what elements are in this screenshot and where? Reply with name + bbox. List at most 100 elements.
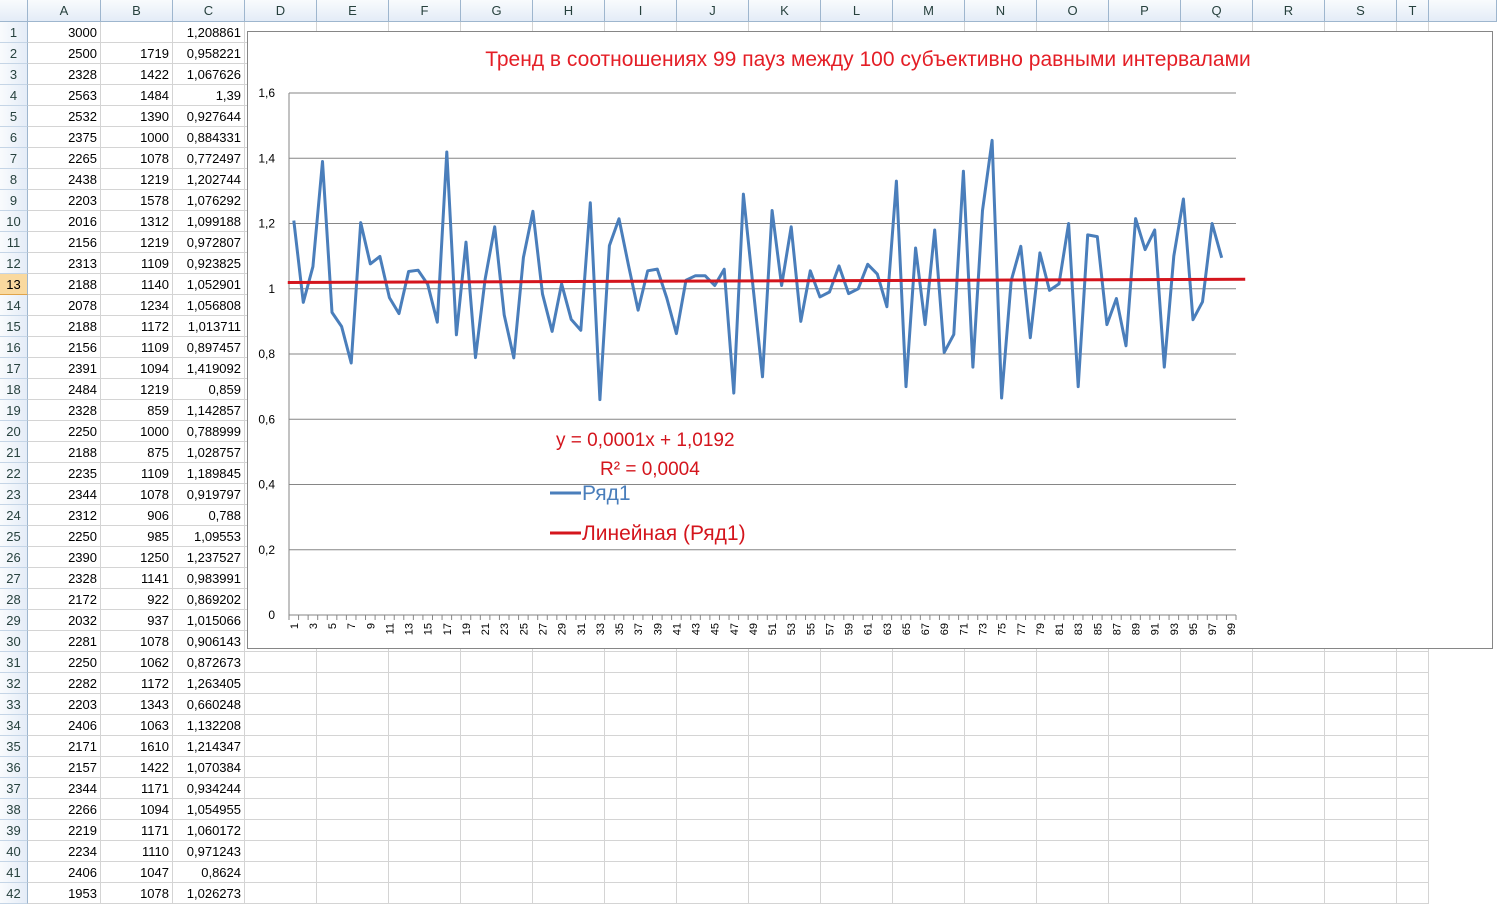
cell-r33[interactable] bbox=[1253, 694, 1325, 715]
cell-a35[interactable]: 2171 bbox=[28, 736, 101, 757]
cell-m37[interactable] bbox=[893, 778, 965, 799]
cell-a5[interactable]: 2532 bbox=[28, 106, 101, 127]
cell-c14[interactable]: 1,056808 bbox=[173, 295, 245, 316]
cell-d31[interactable] bbox=[245, 652, 317, 673]
cell-a12[interactable]: 2313 bbox=[28, 253, 101, 274]
column-header-f[interactable]: F bbox=[389, 0, 461, 22]
cell-b41[interactable]: 1047 bbox=[101, 862, 173, 883]
cell-h40[interactable] bbox=[533, 841, 605, 862]
cell-k33[interactable] bbox=[749, 694, 821, 715]
cell-c16[interactable]: 0,897457 bbox=[173, 337, 245, 358]
row-header[interactable]: 13 bbox=[0, 274, 28, 295]
cell-g31[interactable] bbox=[461, 652, 533, 673]
cell-s42[interactable] bbox=[1325, 883, 1397, 904]
cell-a40[interactable]: 2234 bbox=[28, 841, 101, 862]
row-header[interactable]: 35 bbox=[0, 736, 28, 757]
row-header[interactable]: 20 bbox=[0, 421, 28, 442]
cell-i42[interactable] bbox=[605, 883, 677, 904]
cell-c15[interactable]: 1,013711 bbox=[173, 316, 245, 337]
cell-b12[interactable]: 1109 bbox=[101, 253, 173, 274]
cell-a21[interactable]: 2188 bbox=[28, 442, 101, 463]
cell-m33[interactable] bbox=[893, 694, 965, 715]
cell-a6[interactable]: 2375 bbox=[28, 127, 101, 148]
cell-c33[interactable]: 0,660248 bbox=[173, 694, 245, 715]
cell-b11[interactable]: 1219 bbox=[101, 232, 173, 253]
row-header[interactable]: 39 bbox=[0, 820, 28, 841]
cell-h39[interactable] bbox=[533, 820, 605, 841]
cell-c13[interactable]: 1,052901 bbox=[173, 274, 245, 295]
row-header[interactable]: 4 bbox=[0, 85, 28, 106]
cell-f42[interactable] bbox=[389, 883, 461, 904]
cell-a17[interactable]: 2391 bbox=[28, 358, 101, 379]
cell-a18[interactable]: 2484 bbox=[28, 379, 101, 400]
cell-b6[interactable]: 1000 bbox=[101, 127, 173, 148]
cell-b10[interactable]: 1312 bbox=[101, 211, 173, 232]
cell-k36[interactable] bbox=[749, 757, 821, 778]
cell-t31[interactable] bbox=[1397, 652, 1429, 673]
cell-c34[interactable]: 1,132208 bbox=[173, 715, 245, 736]
cell-b23[interactable]: 1078 bbox=[101, 484, 173, 505]
cell-b2[interactable]: 1719 bbox=[101, 43, 173, 64]
cell-g33[interactable] bbox=[461, 694, 533, 715]
cell-q36[interactable] bbox=[1181, 757, 1253, 778]
cell-a37[interactable]: 2344 bbox=[28, 778, 101, 799]
cell-c12[interactable]: 0,923825 bbox=[173, 253, 245, 274]
cell-f31[interactable] bbox=[389, 652, 461, 673]
cell-s35[interactable] bbox=[1325, 736, 1397, 757]
cell-p42[interactable] bbox=[1109, 883, 1181, 904]
row-header[interactable]: 21 bbox=[0, 442, 28, 463]
cell-c27[interactable]: 0,983991 bbox=[173, 568, 245, 589]
cell-j34[interactable] bbox=[677, 715, 749, 736]
cell-l40[interactable] bbox=[821, 841, 893, 862]
cell-p34[interactable] bbox=[1109, 715, 1181, 736]
cell-d38[interactable] bbox=[245, 799, 317, 820]
cell-l38[interactable] bbox=[821, 799, 893, 820]
cell-a26[interactable]: 2390 bbox=[28, 547, 101, 568]
cell-d36[interactable] bbox=[245, 757, 317, 778]
cell-a15[interactable]: 2188 bbox=[28, 316, 101, 337]
row-header[interactable]: 9 bbox=[0, 190, 28, 211]
cell-t41[interactable] bbox=[1397, 862, 1429, 883]
cell-l31[interactable] bbox=[821, 652, 893, 673]
column-header-r[interactable]: R bbox=[1253, 0, 1325, 22]
row-header[interactable]: 5 bbox=[0, 106, 28, 127]
cell-g36[interactable] bbox=[461, 757, 533, 778]
cell-j32[interactable] bbox=[677, 673, 749, 694]
cell-a13[interactable]: 2188 bbox=[28, 274, 101, 295]
cell-h42[interactable] bbox=[533, 883, 605, 904]
cell-i32[interactable] bbox=[605, 673, 677, 694]
cell-h31[interactable] bbox=[533, 652, 605, 673]
cell-r36[interactable] bbox=[1253, 757, 1325, 778]
cell-n37[interactable] bbox=[965, 778, 1037, 799]
cell-d39[interactable] bbox=[245, 820, 317, 841]
cell-c11[interactable]: 0,972807 bbox=[173, 232, 245, 253]
cell-n32[interactable] bbox=[965, 673, 1037, 694]
row-header[interactable]: 42 bbox=[0, 883, 28, 904]
cell-q40[interactable] bbox=[1181, 841, 1253, 862]
row-header[interactable]: 32 bbox=[0, 673, 28, 694]
cell-b24[interactable]: 906 bbox=[101, 505, 173, 526]
cell-b18[interactable]: 1219 bbox=[101, 379, 173, 400]
row-header[interactable]: 25 bbox=[0, 526, 28, 547]
cell-m41[interactable] bbox=[893, 862, 965, 883]
cell-b20[interactable]: 1000 bbox=[101, 421, 173, 442]
cell-b1[interactable] bbox=[101, 22, 173, 43]
cell-c21[interactable]: 1,028757 bbox=[173, 442, 245, 463]
cell-s32[interactable] bbox=[1325, 673, 1397, 694]
cell-b14[interactable]: 1234 bbox=[101, 295, 173, 316]
cell-r32[interactable] bbox=[1253, 673, 1325, 694]
cell-m40[interactable] bbox=[893, 841, 965, 862]
cell-s31[interactable] bbox=[1325, 652, 1397, 673]
cell-f33[interactable] bbox=[389, 694, 461, 715]
cell-i36[interactable] bbox=[605, 757, 677, 778]
cell-i40[interactable] bbox=[605, 841, 677, 862]
cell-d41[interactable] bbox=[245, 862, 317, 883]
cell-b9[interactable]: 1578 bbox=[101, 190, 173, 211]
cell-b40[interactable]: 1110 bbox=[101, 841, 173, 862]
cell-b25[interactable]: 985 bbox=[101, 526, 173, 547]
row-header[interactable]: 28 bbox=[0, 589, 28, 610]
cell-d40[interactable] bbox=[245, 841, 317, 862]
cell-q37[interactable] bbox=[1181, 778, 1253, 799]
cell-b16[interactable]: 1109 bbox=[101, 337, 173, 358]
cell-n42[interactable] bbox=[965, 883, 1037, 904]
